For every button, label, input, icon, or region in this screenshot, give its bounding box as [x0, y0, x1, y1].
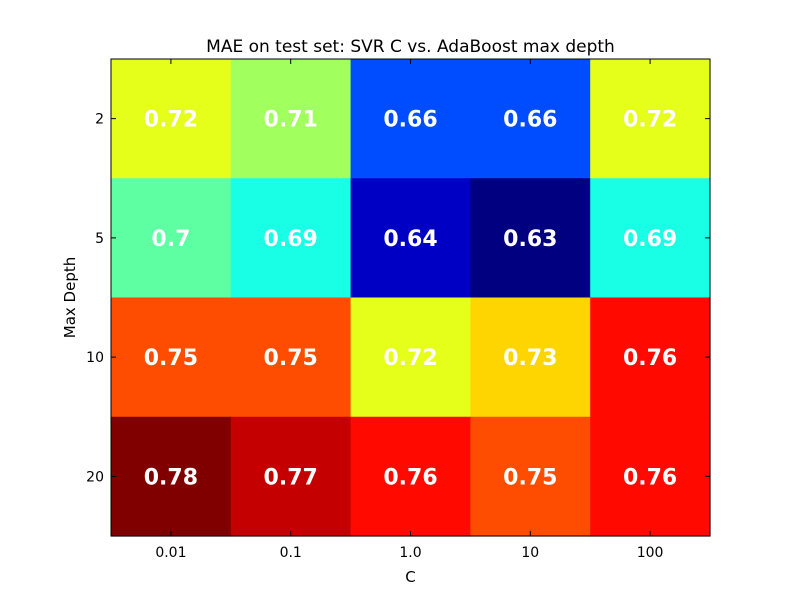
heatmap-cell [230, 297, 352, 418]
heatmap-cell [470, 59, 591, 179]
heatmap-cell [590, 297, 711, 418]
heatmap-cell [590, 59, 711, 179]
y-tick-label: 2 [95, 112, 104, 128]
cell-value-label: 0.73 [503, 346, 557, 371]
heatmap-cell [470, 178, 591, 299]
cell-value-label: 0.77 [264, 465, 318, 490]
heatmap-cell [230, 416, 352, 537]
x-tick-label: 10 [521, 545, 539, 561]
cell-value-label: 0.69 [264, 227, 318, 252]
x-tick-label: 0.01 [155, 545, 186, 561]
cell-value-label: 0.66 [383, 108, 437, 133]
heatmap-cell [111, 416, 232, 537]
heatmap-cell [111, 178, 232, 299]
heatmap-cell [350, 416, 471, 537]
y-tick-label: 10 [86, 350, 104, 366]
cell-value-label: 0.72 [144, 108, 198, 133]
chart-title: MAE on test set: SVR C vs. AdaBoost max … [206, 37, 615, 57]
cell-value-label: 0.76 [623, 346, 677, 371]
y-tick-label: 20 [86, 469, 104, 485]
cell-value-label: 0.7 [151, 227, 190, 252]
y-tick-label: 5 [95, 231, 104, 247]
heatmap-cell [470, 297, 591, 418]
x-axis-label: C [405, 568, 415, 586]
y-tick-labels: 2 5 10 20 [86, 112, 104, 486]
cell-value-label: 0.76 [623, 465, 677, 490]
heatmap-cells [111, 59, 711, 537]
heatmap-cell [111, 297, 232, 418]
cell-value-label: 0.76 [383, 465, 437, 490]
heatmap-cell [350, 178, 471, 299]
cell-value-label: 0.75 [264, 346, 318, 371]
cell-value-label: 0.72 [623, 108, 677, 133]
x-tick-label: 1.0 [399, 545, 421, 561]
y-axis-label: Max Depth [61, 257, 79, 338]
heatmap-cell [111, 59, 232, 179]
heatmap-cell [590, 416, 711, 537]
cell-value-label: 0.75 [144, 346, 198, 371]
heatmap-cell [590, 178, 711, 299]
cell-value-label: 0.75 [503, 465, 557, 490]
x-tick-label: 100 [637, 545, 664, 561]
heatmap-cell [350, 297, 471, 418]
heatmap-cell [230, 178, 352, 299]
cell-value-label: 0.69 [623, 227, 677, 252]
heatmap-cell [230, 59, 352, 179]
x-tick-label: 0.1 [280, 545, 302, 561]
cell-value-label: 0.63 [503, 227, 557, 252]
cell-value-label: 0.66 [503, 108, 557, 133]
cell-value-label: 0.64 [383, 227, 437, 252]
x-tick-labels: 0.01 0.1 1.0 10 100 [155, 545, 663, 561]
heatmap-cell [470, 416, 591, 537]
cell-value-label: 0.72 [383, 346, 437, 371]
cell-value-label: 0.71 [264, 108, 318, 133]
axis-ticks [111, 59, 710, 536]
heatmap-cell-labels: 0.72 0.71 0.66 0.66 0.72 0.7 0.69 0.64 0.63 0.69 0… [144, 108, 677, 491]
cell-value-label: 0.78 [144, 465, 198, 490]
heatmap-cell [350, 59, 471, 179]
